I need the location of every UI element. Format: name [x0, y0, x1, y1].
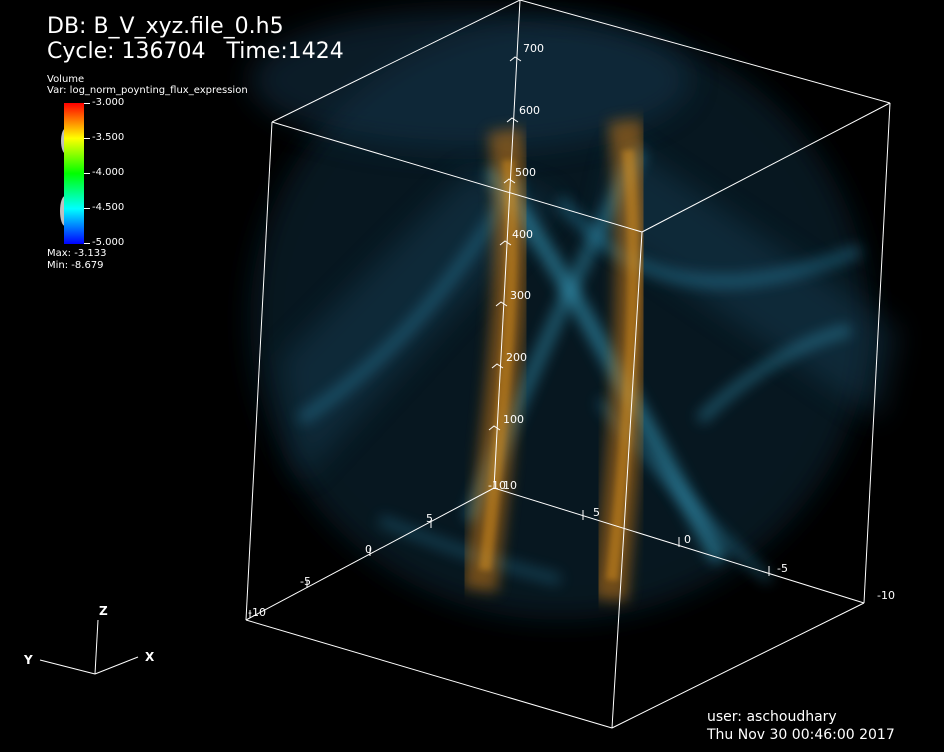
- vertical-tick-label: 500: [515, 166, 536, 179]
- cycle-label: Cycle:: [47, 39, 115, 64]
- vertical-tick-label: 200: [506, 351, 527, 364]
- db-name: B_V_xyz.file_0.h5: [93, 14, 284, 39]
- colorbar-tick: [84, 103, 90, 104]
- triad-y-label: Y: [23, 653, 33, 667]
- colorbar-label: -5.000: [92, 237, 125, 248]
- vertical-tick-label: 100: [503, 413, 524, 426]
- db-label: DB:: [47, 14, 87, 39]
- volume-rendering: [250, 10, 900, 620]
- cycle-value: 136704: [121, 39, 206, 64]
- vertical-tick-label: 300: [510, 289, 531, 302]
- colorbar-label: -4.000: [92, 167, 125, 178]
- y-tick-label: 5: [426, 512, 433, 525]
- vertical-tick-label: 700: [523, 42, 544, 55]
- legend-variable: Var: log_norm_poynting_flux_expression: [47, 85, 248, 96]
- colorbar-label: -4.500: [92, 202, 125, 213]
- user-info: user: aschoudhary: [707, 709, 837, 725]
- legend-colorbar: [64, 103, 84, 244]
- colorbar-tick: [84, 243, 90, 244]
- vertical-tick-label: 400: [512, 228, 533, 241]
- time-label: Time:: [226, 39, 288, 64]
- x-tick-label: -10: [877, 589, 895, 602]
- y-tick-label: -5: [300, 575, 311, 588]
- timestamp: Thu Nov 30 00:46:00 2017: [707, 727, 895, 743]
- triad-x-label: X: [145, 650, 155, 664]
- bounding-box: [245, 0, 891, 729]
- colorbar-label: -3.000: [92, 97, 125, 108]
- vertical-tick-label: 600: [519, 104, 540, 117]
- vertical-zero-label: -10: [488, 479, 506, 492]
- cycle-time-line: Cycle: 136704 Time:1424: [47, 40, 344, 64]
- colorbar-tick: [84, 138, 90, 139]
- vertical-axis-labels: 100 200 300 400 500 600 700 -10: [488, 42, 544, 492]
- legend-plot-type: Volume: [47, 74, 85, 85]
- legend-max: Max: -3.133: [47, 248, 107, 259]
- x-tick-label: 5: [593, 506, 600, 519]
- axis-triad: Z Y X: [23, 604, 155, 675]
- x-tick-label: 0: [684, 533, 691, 546]
- colorbar-tick: [84, 173, 90, 174]
- x-tick-label: -5: [777, 562, 788, 575]
- x-tick-label: 10: [503, 479, 517, 492]
- x-axis-labels: 10 5 0 -5 -10: [503, 479, 895, 602]
- colorbar-label: -3.500: [92, 132, 125, 143]
- colorbar-tick: [84, 208, 90, 209]
- axis-tick-marks: [249, 56, 770, 618]
- y-tick-label: -10: [248, 606, 266, 619]
- legend-min: Min: -8.679: [47, 260, 104, 271]
- y-tick-label: 0: [365, 543, 372, 556]
- database-title: DB: B_V_xyz.file_0.h5: [47, 15, 284, 39]
- triad-z-label: Z: [99, 604, 108, 618]
- time-value: 1424: [287, 39, 344, 64]
- y-axis-labels: 5 0 -5 -10: [248, 512, 433, 619]
